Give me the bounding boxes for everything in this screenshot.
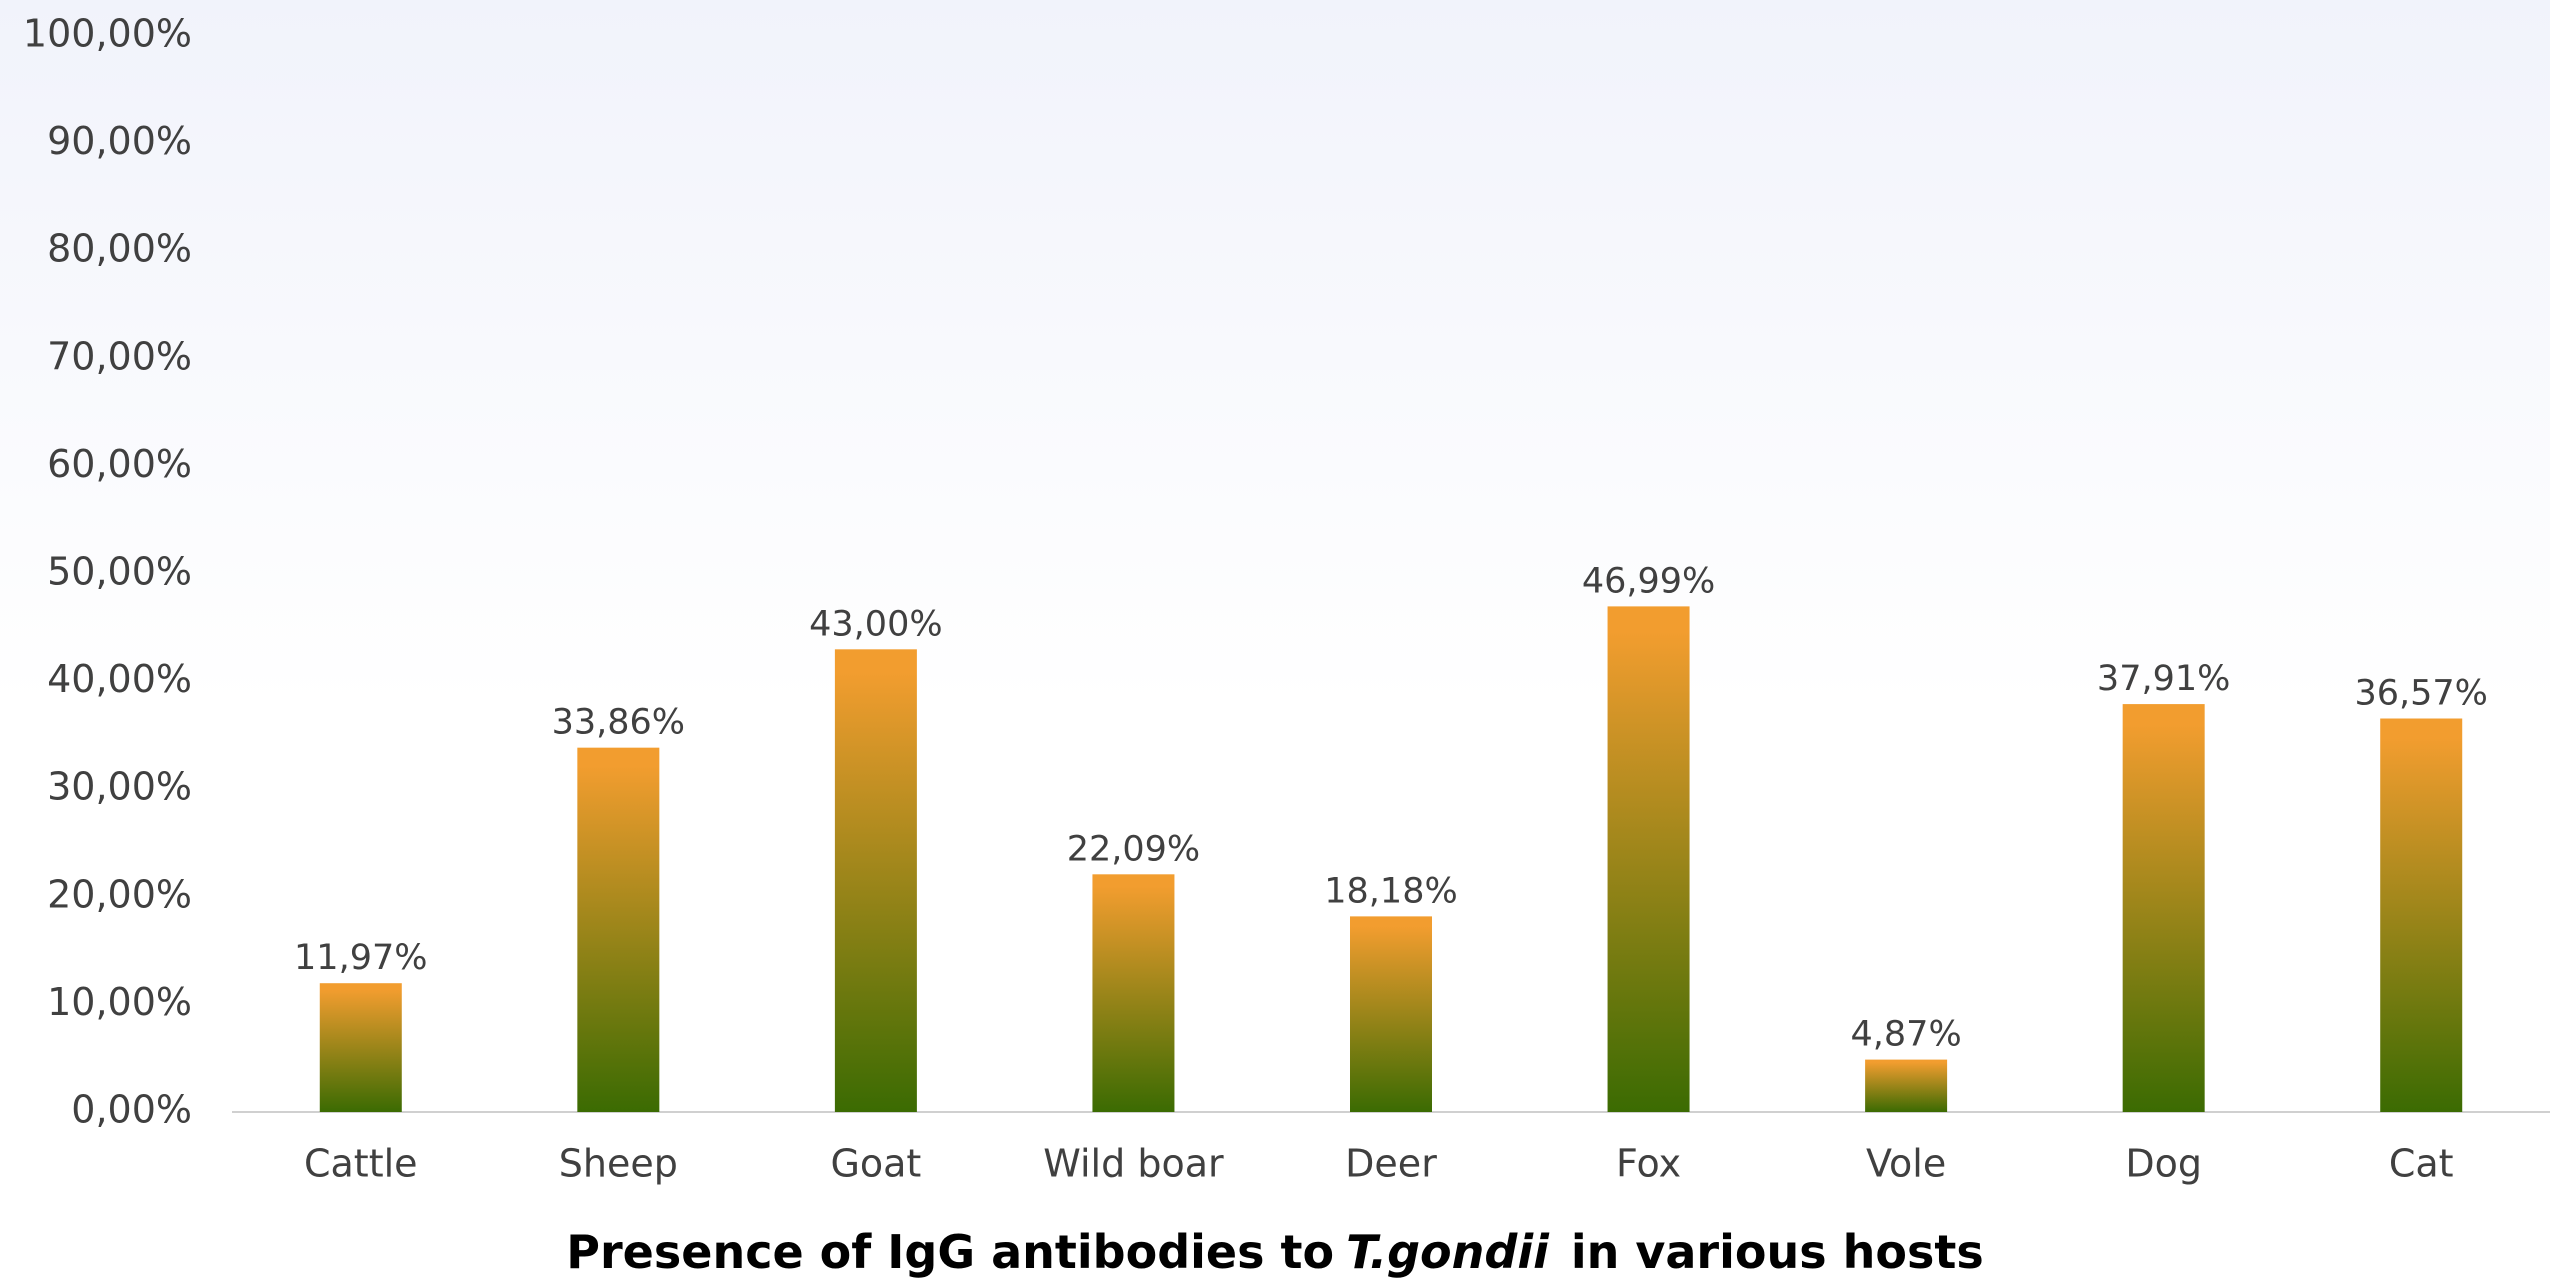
y-tick-label: 100,00%	[23, 12, 192, 56]
y-tick-label: 0,00%	[71, 1088, 192, 1132]
bar	[1092, 874, 1174, 1112]
title-italic: T.gondii	[1346, 1225, 1550, 1279]
x-tick-label: Goat	[830, 1142, 921, 1186]
x-tick-label: Wild boar	[1043, 1142, 1224, 1186]
bar	[1350, 916, 1432, 1112]
value-label: 11,97%	[294, 938, 427, 978]
value-label: 18,18%	[1324, 871, 1457, 911]
value-label: 37,91%	[2097, 659, 2230, 699]
bar	[835, 649, 917, 1112]
value-label: 36,57%	[2354, 674, 2487, 714]
value-label: 43,00%	[809, 604, 942, 644]
y-tick-label: 20,00%	[47, 872, 192, 916]
bar	[577, 748, 659, 1112]
bar	[2380, 719, 2462, 1112]
title-part: Presence of IgG antibodies to	[566, 1225, 1334, 1279]
value-label: 4,87%	[1851, 1015, 1962, 1055]
y-tick-label: 40,00%	[47, 657, 192, 701]
x-tick-label: Cattle	[304, 1142, 418, 1186]
y-tick-label: 50,00%	[47, 550, 192, 594]
x-tick-label: Dog	[2125, 1142, 2202, 1186]
x-tick-label: Deer	[1345, 1142, 1437, 1186]
bar	[320, 983, 402, 1112]
title-part: in various hosts	[1571, 1225, 1984, 1279]
y-tick-label: 90,00%	[47, 119, 192, 163]
bar	[1608, 606, 1690, 1112]
x-tick-label: Fox	[1616, 1142, 1681, 1186]
y-tick-label: 80,00%	[47, 227, 192, 271]
y-tick-label: 10,00%	[47, 980, 192, 1024]
y-tick-label: 30,00%	[47, 765, 192, 809]
chart: Presence of IgG antibodies toT.gondii in …	[0, 0, 2550, 1283]
y-tick-label: 60,00%	[47, 442, 192, 486]
x-tick-label: Cat	[2389, 1142, 2454, 1186]
value-label: 33,86%	[552, 703, 685, 743]
bar	[2123, 704, 2205, 1112]
value-label: 22,09%	[1067, 829, 1200, 869]
y-tick-label: 70,00%	[47, 334, 192, 378]
value-label: 46,99%	[1582, 561, 1715, 601]
x-tick-label: Sheep	[559, 1142, 678, 1186]
bar	[1865, 1060, 1947, 1112]
x-tick-label: Vole	[1866, 1142, 1946, 1186]
